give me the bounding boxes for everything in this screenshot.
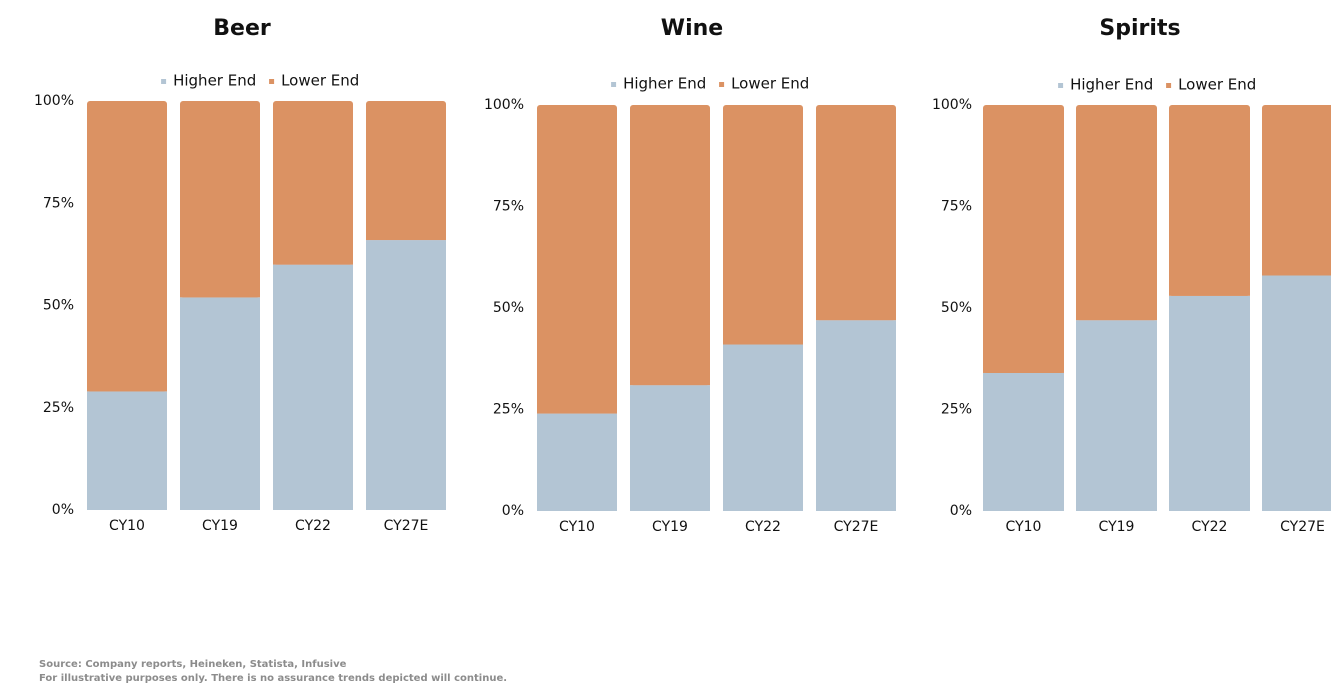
spirits-legend-label-lower-end: Lower End — [1178, 76, 1256, 94]
wine-x-tick-label: CY22 — [745, 519, 781, 535]
beer-x-tick-label: CY19 — [202, 518, 238, 534]
beer-bar-cy10-lower-end-fill — [87, 105, 167, 392]
wine-x-tick-label: CY19 — [652, 519, 688, 535]
beer-legend-label-higher-end: Higher End — [173, 72, 256, 90]
beer-y-tick-label: 0% — [52, 502, 74, 518]
spirits-bar-cy19-higher-end — [1076, 320, 1157, 511]
spirits-bar-cy10-lower-end-fill — [983, 109, 1064, 373]
beer-y-tick-label: 25% — [43, 400, 74, 416]
wine-legend-label-lower-end: Lower End — [731, 75, 809, 93]
wine-bar-cy27e-lower-end-fill — [816, 109, 896, 321]
wine-y-tick-label: 75% — [493, 199, 524, 215]
wine-legend-swatch-lower-end — [719, 82, 725, 87]
beer-legend-swatch-higher-end — [161, 79, 167, 84]
wine-bar-cy22-higher-end — [723, 344, 803, 511]
wine-chart-title: Wine — [661, 16, 723, 41]
beer-legend-swatch-lower-end — [269, 79, 275, 84]
spirits-bar-cy10-higher-end — [983, 372, 1064, 511]
wine-legend-swatch-higher-end — [611, 82, 617, 87]
beer-bar-cy27e-higher-end — [366, 240, 446, 510]
wine-x-tick-label: CY27E — [834, 519, 879, 535]
spirits-bar-cy22-higher-end — [1169, 295, 1250, 511]
spirits-legend: Higher End Lower End — [1058, 76, 1256, 94]
wine-bar-cy10-lower-end-fill — [537, 109, 617, 414]
spirits-x-tick-label: CY10 — [1006, 519, 1042, 535]
spirits-x-tick-label: CY19 — [1099, 519, 1135, 535]
wine-chart: Wine Higher End Lower End 0% 25% 50% 75% 100% CY… — [484, 16, 896, 535]
wine-bar-cy19-lower-end-fill — [630, 109, 710, 386]
spirits-bar-cy27e-higher-end — [1262, 275, 1331, 511]
spirits-legend-swatch-lower-end — [1166, 83, 1172, 88]
wine-x-tick-label: CY10 — [559, 519, 595, 535]
disclaimer-note: For illustrative purposes only. There is… — [39, 673, 508, 684]
wine-bar-cy19-higher-end — [630, 385, 710, 511]
beer-bar-cy22-higher-end — [273, 264, 353, 510]
spirits-bar-cy19-lower-end-fill — [1076, 109, 1157, 321]
beer-bar-cy19-higher-end — [180, 297, 260, 510]
beer-y-tick-label: 50% — [43, 298, 74, 314]
spirits-x-tick-label: CY27E — [1280, 519, 1325, 535]
spirits-bar-cy27e-lower-end-fill — [1262, 109, 1331, 276]
spirits-chart: Spirits Higher End Lower End 0% 25% 50% 75% 100… — [932, 16, 1331, 535]
beer-bar-cy10-higher-end — [87, 391, 167, 510]
wine-legend: Higher End Lower End — [611, 75, 809, 93]
beer-x-tick-label: CY22 — [295, 518, 331, 534]
wine-bar-cy27e-higher-end — [816, 320, 896, 511]
beer-chart-title: Beer — [213, 16, 271, 41]
beer-bar-cy27e-lower-end-fill — [366, 105, 446, 241]
wine-bar-cy10-higher-end — [537, 413, 617, 511]
spirits-legend-label-higher-end: Higher End — [1070, 76, 1153, 94]
spirits-y-tick-label: 75% — [941, 199, 972, 215]
beer-bar-cy22-lower-end-fill — [273, 105, 353, 265]
wine-y-tick-label: 0% — [502, 503, 524, 519]
spirits-x-tick-label: CY22 — [1192, 519, 1228, 535]
beer-y-tick-label: 75% — [43, 195, 74, 211]
spirits-y-tick-label: 100% — [932, 97, 972, 113]
spirits-bar-cy22-lower-end-fill — [1169, 109, 1250, 296]
beer-chart: Beer Higher End Lower End 0% 25% 50% 75% 100% CY… — [34, 16, 446, 534]
source-note: Source: Company reports, Heineken, Stati… — [39, 659, 347, 670]
wine-y-tick-label: 50% — [493, 300, 524, 316]
spirits-y-tick-label: 0% — [950, 503, 972, 519]
spirits-legend-swatch-higher-end — [1058, 83, 1064, 88]
spirits-chart-title: Spirits — [1099, 16, 1180, 41]
beer-legend-label-lower-end: Lower End — [281, 72, 359, 90]
beer-y-tick-label: 100% — [34, 93, 74, 109]
wine-legend-label-higher-end: Higher End — [623, 75, 706, 93]
spirits-y-tick-label: 25% — [941, 402, 972, 418]
wine-bar-cy22-lower-end-fill — [723, 109, 803, 345]
wine-y-tick-label: 100% — [484, 97, 524, 113]
beer-bar-cy19-lower-end-fill — [180, 105, 260, 298]
beer-x-tick-label: CY10 — [109, 518, 145, 534]
beer-x-tick-label: CY27E — [384, 518, 429, 534]
spirits-y-tick-label: 50% — [941, 300, 972, 316]
beer-legend: Higher End Lower End — [161, 72, 359, 90]
wine-y-tick-label: 25% — [493, 402, 524, 418]
